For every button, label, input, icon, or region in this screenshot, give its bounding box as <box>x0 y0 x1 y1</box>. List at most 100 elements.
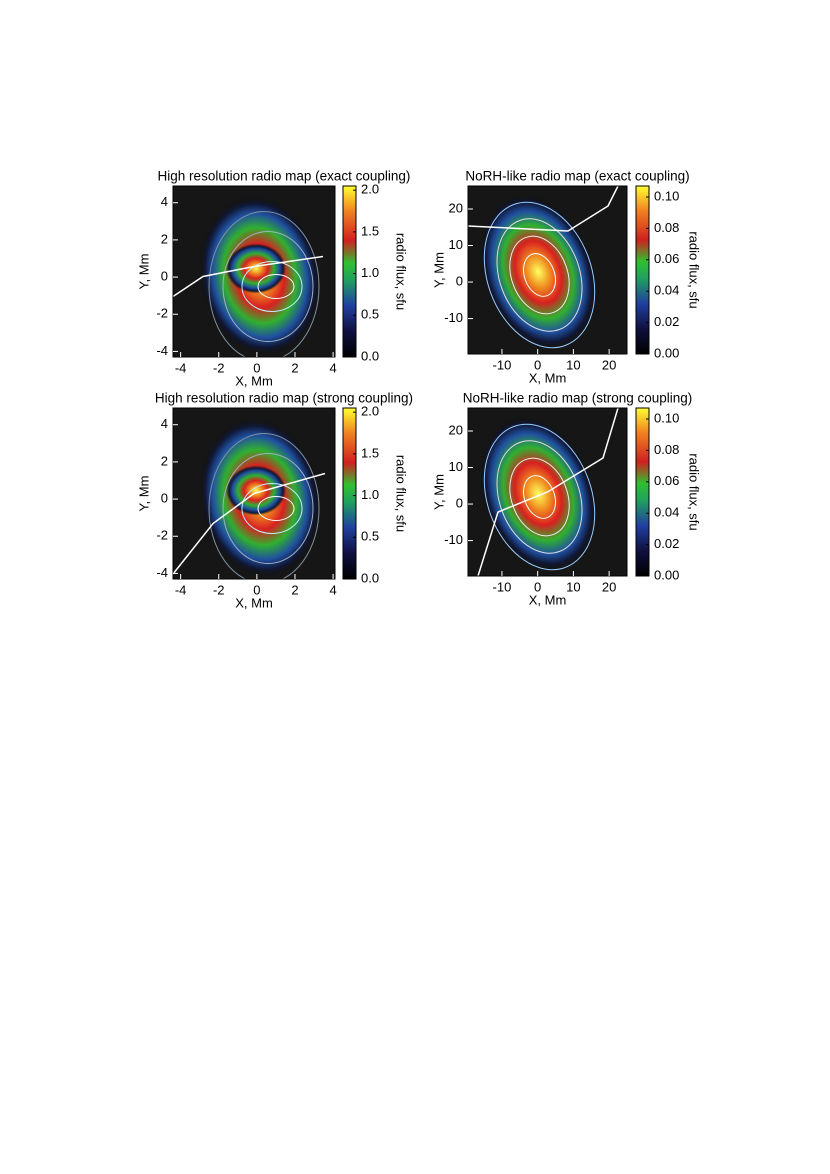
contour <box>208 433 320 579</box>
colorbar-tick-label: 0.02 <box>654 314 679 329</box>
plot-frame <box>172 185 336 358</box>
x-axis-label: X, Mm <box>235 373 273 388</box>
panel-title: NoRH-like radio map (exact coupling) <box>465 169 689 184</box>
y-tick-label: -10 <box>444 532 463 547</box>
panel-title: High resolution radio map (strong coupli… <box>155 391 413 406</box>
y-tick-label: 0 <box>456 495 463 510</box>
contour <box>523 475 556 519</box>
colorbar-tick-label: 0.02 <box>654 536 679 551</box>
x-tick-label: -10 <box>493 579 512 594</box>
colorbar-tick-label: 0.06 <box>654 251 679 266</box>
y-tick-label: 0 <box>456 273 463 288</box>
colorbar-tick-label: 0.00 <box>654 567 679 582</box>
x-tick-label: 10 <box>566 357 580 372</box>
panel-title: High resolution radio map (exact couplin… <box>158 169 411 184</box>
emission <box>479 194 597 350</box>
colorbar-tick-label: 1.0 <box>361 487 379 502</box>
emission <box>479 416 597 572</box>
contour <box>222 231 314 342</box>
contour <box>496 218 583 332</box>
x-tick-label: 2 <box>291 582 298 597</box>
emission-core <box>226 243 286 294</box>
plot-frame <box>467 407 628 577</box>
colorbar-tick-label: 0.5 <box>361 307 379 322</box>
colorbar-tick-label: 1.5 <box>361 223 379 238</box>
colorbar-tick-label: 2.0 <box>361 182 379 197</box>
x-tick-label: -4 <box>175 582 187 597</box>
y-tick-label: 10 <box>449 459 463 474</box>
contour <box>523 253 556 297</box>
colorbar-tick-label: 0.0 <box>361 348 379 363</box>
y-tick-label: 2 <box>161 231 168 246</box>
map <box>173 186 335 357</box>
colorbar <box>635 185 650 355</box>
y-tick-label: 0 <box>161 491 168 506</box>
y-tick-label: -2 <box>156 306 168 321</box>
colorbar-tick-label: 1.0 <box>361 265 379 280</box>
colorbar-label: radio flux, sfu <box>394 455 409 532</box>
neutral-line <box>173 472 326 575</box>
colorbar-tick-label: 0.08 <box>654 442 679 457</box>
colorbar <box>342 407 357 580</box>
y-tick-label: -4 <box>156 343 168 358</box>
colorbar-tick-label: 0.08 <box>654 220 679 235</box>
contour <box>483 423 596 571</box>
neutral-line <box>477 408 619 576</box>
x-axis-label: X, Mm <box>529 370 567 385</box>
x-tick-label: -4 <box>175 360 187 375</box>
x-axis-label: X, Mm <box>235 595 273 610</box>
map <box>468 186 627 354</box>
x-tick-label: 2 <box>291 360 298 375</box>
y-tick-label: 4 <box>161 194 168 209</box>
contour <box>222 453 314 564</box>
colorbar-tick-label: 2.0 <box>361 404 379 419</box>
contour <box>208 211 320 357</box>
neutral-line <box>468 186 619 232</box>
y-axis-label: Y, Mm <box>431 474 446 510</box>
contour <box>509 235 570 315</box>
x-tick-label: 10 <box>566 579 580 594</box>
colorbar-tick-label: 0.10 <box>654 410 679 425</box>
colorbar-tick-label: 1.5 <box>361 445 379 460</box>
colorbar <box>342 185 357 358</box>
x-tick-label: -2 <box>213 360 225 375</box>
x-tick-label: 4 <box>329 360 336 375</box>
y-tick-label: 20 <box>449 200 463 215</box>
y-tick-label: 0 <box>161 269 168 284</box>
x-tick-label: 4 <box>329 582 336 597</box>
y-tick-label: -4 <box>156 565 168 580</box>
neutral-line <box>173 255 324 298</box>
y-tick-label: -10 <box>444 310 463 325</box>
panel-title: NoRH-like radio map (strong coupling) <box>463 391 693 406</box>
x-tick-label: 0 <box>253 360 260 375</box>
contour <box>483 201 596 349</box>
map <box>468 408 627 576</box>
x-tick-label: -2 <box>213 582 225 597</box>
colorbar-label: radio flux, sfu <box>687 453 702 530</box>
plot-frame <box>467 185 628 355</box>
y-tick-label: 4 <box>161 416 168 431</box>
y-tick-label: -2 <box>156 528 168 543</box>
x-axis-label: X, Mm <box>529 592 567 607</box>
y-tick-label: 2 <box>161 453 168 468</box>
colorbar-tick-label: 0.04 <box>654 283 679 298</box>
y-axis-label: Y, Mm <box>136 254 151 290</box>
contour <box>241 261 303 312</box>
colorbar-tick-label: 0.5 <box>361 529 379 544</box>
y-axis-label: Y, Mm <box>431 252 446 288</box>
colorbar-label: radio flux, sfu <box>394 233 409 310</box>
colorbar-tick-label: 0.06 <box>654 473 679 488</box>
colorbar-tick-label: 0.00 <box>654 345 679 360</box>
map <box>173 408 335 579</box>
x-tick-label: 0 <box>253 582 260 597</box>
x-tick-label: -10 <box>493 357 512 372</box>
contour <box>241 483 303 534</box>
x-tick-label: 0 <box>534 579 541 594</box>
colorbar-tick-label: 0.0 <box>361 570 379 585</box>
x-tick-label: 20 <box>602 357 616 372</box>
x-tick-label: 0 <box>534 357 541 372</box>
plot-frame <box>172 407 336 580</box>
contour <box>257 274 295 299</box>
colorbar-tick-label: 0.10 <box>654 188 679 203</box>
